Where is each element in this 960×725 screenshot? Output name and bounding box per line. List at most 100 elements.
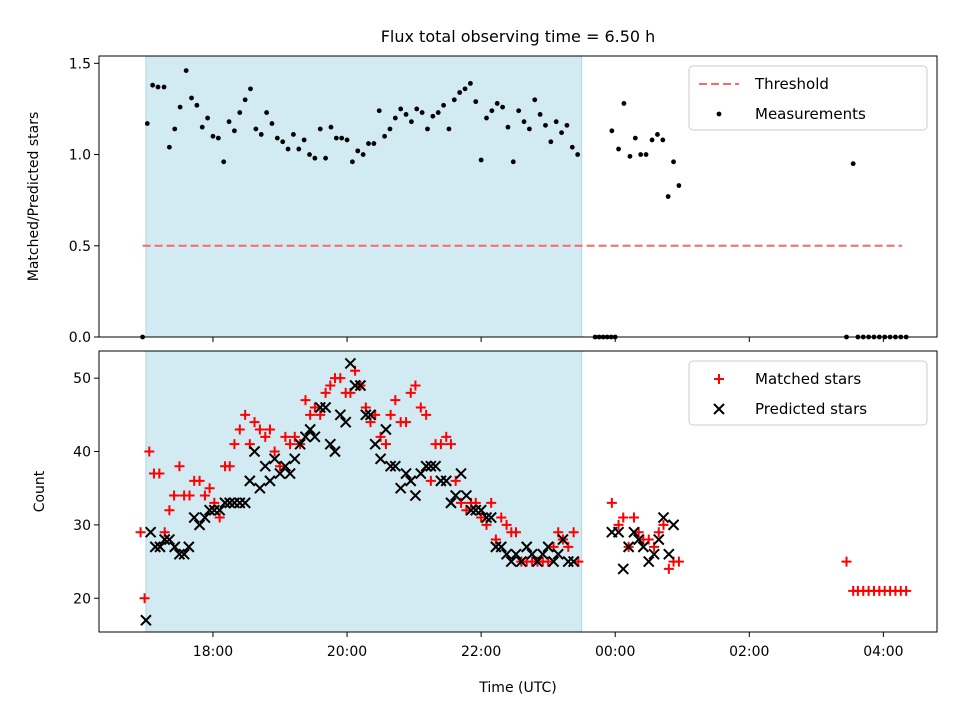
data-point (188, 511, 200, 524)
data-point (274, 467, 286, 480)
data-point (495, 541, 507, 553)
data-point (328, 124, 334, 130)
data-point (194, 102, 200, 108)
data-point (415, 467, 427, 480)
data-point (409, 489, 422, 502)
data-point (232, 128, 237, 134)
data-point (374, 453, 387, 465)
data-point (258, 132, 264, 137)
shaded-interval (145, 350, 583, 633)
data-point (480, 511, 493, 524)
data-point (264, 475, 276, 487)
data-point (244, 475, 256, 487)
data-point (389, 460, 402, 472)
series-predicted-stars (140, 357, 680, 626)
data-point (526, 548, 538, 560)
data-point (380, 423, 392, 436)
data-point (173, 548, 186, 560)
data-point (489, 108, 495, 114)
data-point (280, 431, 291, 442)
data-point (150, 82, 156, 88)
data-point (628, 512, 639, 523)
data-point (462, 86, 468, 92)
data-point (193, 519, 206, 531)
data-point (457, 90, 463, 95)
x-tick-label: 22:00 (461, 644, 501, 660)
data-point (242, 97, 248, 103)
data-point (500, 104, 505, 110)
data-point (354, 379, 367, 392)
data-point (249, 417, 260, 428)
data-point (199, 490, 210, 501)
data-point (671, 159, 676, 165)
data-point (475, 504, 487, 516)
data-point (289, 453, 301, 465)
data-point (841, 556, 852, 567)
data-point (269, 446, 280, 457)
data-point (268, 453, 281, 465)
legend-label: Threshold (754, 75, 829, 93)
data-point (248, 86, 253, 92)
panel-bottom: 20 30 40 50 18:00 20:00 22:00 00:00 02:00 04:00 Co… (32, 350, 938, 660)
data-point (285, 146, 291, 152)
data-point (183, 541, 195, 553)
y-tick-label: 0.5 (69, 239, 91, 255)
data-point (299, 431, 312, 443)
x-tick-label: 04:00 (863, 644, 903, 660)
data-point (649, 137, 655, 143)
data-point (174, 461, 185, 472)
data-point (532, 97, 538, 103)
plot-frame (98, 55, 938, 338)
data-point (149, 541, 162, 553)
data-point (291, 132, 296, 137)
series-measurements (140, 68, 909, 340)
data-point (421, 409, 432, 420)
data-point (496, 512, 507, 523)
legend-swatch (713, 403, 725, 415)
data-point (643, 534, 654, 545)
data-point (203, 504, 216, 516)
data-point (655, 132, 660, 137)
data-point (213, 504, 226, 516)
data-point (140, 614, 152, 626)
data-point (169, 490, 180, 501)
data-point (144, 121, 150, 126)
legend-box (688, 65, 928, 131)
data-point (552, 548, 564, 560)
data-point (158, 533, 171, 546)
data-point (274, 135, 280, 141)
data-point (320, 387, 331, 398)
data-point (382, 133, 387, 139)
data-point (425, 460, 437, 472)
data-point (224, 497, 236, 509)
data-point (449, 489, 462, 502)
data-point (279, 460, 292, 472)
data-point (161, 84, 167, 90)
data-point (364, 409, 377, 421)
data-point (305, 409, 316, 420)
data-point (616, 146, 621, 152)
data-point (505, 555, 518, 568)
data-point (325, 380, 336, 391)
data-point (409, 119, 414, 125)
data-point (627, 153, 633, 159)
data-point (301, 137, 307, 143)
data-point (537, 111, 543, 117)
data-point (339, 416, 352, 428)
legend-swatch (716, 111, 722, 117)
y-tick-label: 40 (73, 445, 91, 461)
data-point (371, 141, 377, 146)
data-point (468, 80, 473, 86)
data-point (505, 124, 511, 130)
data-point (254, 482, 266, 494)
data-point (515, 555, 528, 568)
data-point (455, 467, 467, 480)
data-point (300, 395, 311, 406)
data-point (172, 126, 178, 132)
data-point (559, 130, 564, 136)
data-point (501, 519, 512, 530)
y-axis-label: Count (32, 470, 48, 512)
data-point (658, 519, 669, 530)
data-point (307, 152, 312, 157)
